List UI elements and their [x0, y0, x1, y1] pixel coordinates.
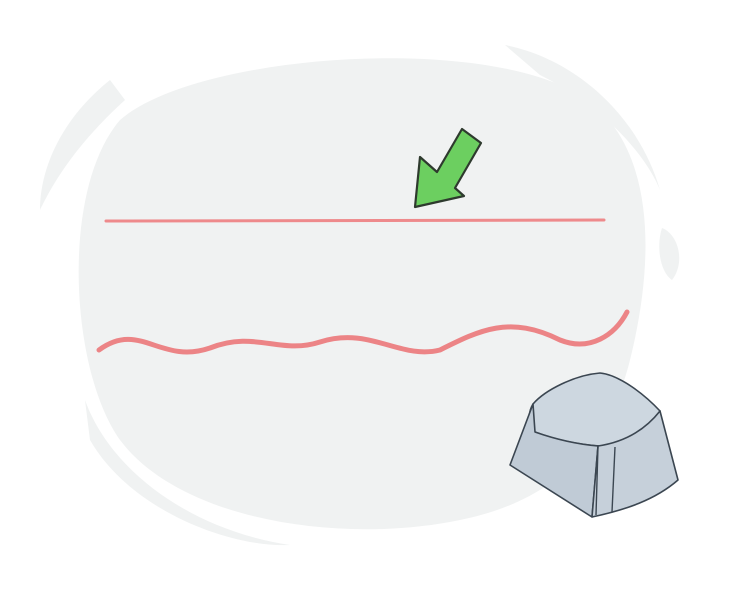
wavy-line	[96, 309, 630, 355]
brush-stroke-bottom-left	[85, 400, 290, 546]
arrow-down-left-icon	[413, 127, 483, 209]
keyboard-key-icon	[509, 372, 679, 518]
background-blob	[78, 58, 646, 530]
straight-line	[104, 218, 606, 223]
brush-stroke-left	[40, 80, 125, 210]
keycap-edge-right	[611, 446, 616, 513]
brush-stroke-right-dot	[659, 228, 680, 280]
keycap-edge-left	[595, 445, 599, 516]
